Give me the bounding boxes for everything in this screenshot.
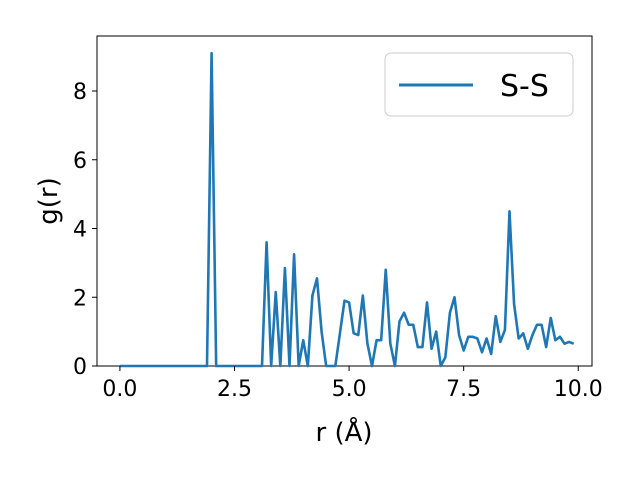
- y-axis-ticks: 0 2 4 6 8: [73, 80, 97, 380]
- y-tick-label: 6: [73, 149, 87, 174]
- plot-frame: [96, 35, 593, 367]
- legend: S-S: [384, 52, 574, 117]
- plot-area: [96, 35, 593, 367]
- y-tick-label: 2: [73, 286, 87, 311]
- series-line-s-s: [119, 51, 575, 368]
- x-tick-label: 0.0: [102, 377, 137, 402]
- x-tick-label: 10.0: [554, 377, 603, 402]
- y-axis-label: g(r): [34, 177, 64, 224]
- data-layer: [119, 51, 575, 368]
- legend-frame: [384, 52, 574, 117]
- legend-label-s-s: S-S: [500, 69, 549, 104]
- x-tick-label: 5.0: [332, 377, 367, 402]
- x-axis-ticks: 0.0 2.5 5.0 7.5 10.0: [102, 366, 603, 402]
- y-tick-label: 0: [73, 355, 87, 380]
- y-tick-label: 8: [73, 80, 87, 105]
- y-tick-label: 4: [73, 218, 87, 243]
- x-tick-label: 2.5: [217, 377, 252, 402]
- x-tick-label: 7.5: [446, 377, 481, 402]
- x-axis-label: r (Å): [315, 416, 372, 448]
